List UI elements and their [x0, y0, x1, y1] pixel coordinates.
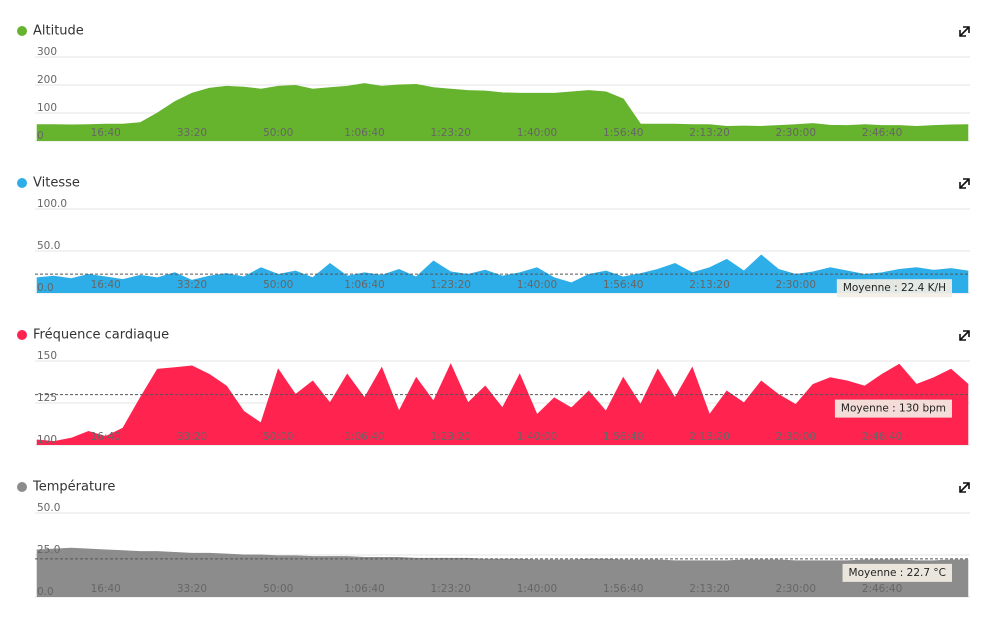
y-tick-label: 50.0: [37, 240, 60, 252]
panel-title: Altitude: [33, 24, 84, 39]
x-tick-label: 2:46:40: [862, 431, 902, 443]
y-tick-label: 25.0: [37, 544, 60, 556]
x-tick-label: 2:13:20: [689, 127, 729, 139]
x-tick-label: 50:00: [263, 583, 293, 595]
x-tick-label: 2:30:00: [776, 583, 816, 595]
x-tick-label: 1:40:00: [517, 431, 557, 443]
average-label: Moyenne : 130 bpm: [841, 403, 946, 415]
x-tick-label: 50:00: [263, 431, 293, 443]
legend-dot: [17, 178, 27, 188]
x-tick-label: 1:56:40: [603, 127, 643, 139]
expand-icon[interactable]: [959, 178, 970, 189]
x-tick-label: 1:23:20: [431, 127, 471, 139]
x-tick-label: 2:30:00: [776, 279, 816, 291]
x-tick-label: 33:20: [177, 279, 207, 291]
panel-title: Fréquence cardiaque: [33, 328, 169, 343]
y-tick-label: 100: [37, 434, 57, 446]
x-tick-label: 1:06:40: [344, 279, 384, 291]
x-tick-label: 2:46:40: [862, 127, 902, 139]
x-tick-label: 2:13:20: [689, 279, 729, 291]
x-tick-label: 33:20: [177, 431, 207, 443]
x-tick-label: 1:40:00: [517, 279, 557, 291]
average-label: Moyenne : 22.4 K/H: [843, 282, 946, 294]
x-tick-label: 1:06:40: [344, 431, 384, 443]
x-tick-label: 2:46:40: [862, 583, 902, 595]
y-tick-label: 125: [37, 392, 57, 404]
y-tick-label: 50.0: [37, 502, 60, 514]
legend-dot: [17, 26, 27, 36]
area-line: [36, 254, 969, 284]
area-fill: [36, 364, 969, 445]
panel-title: Vitesse: [33, 176, 80, 191]
area-line: [36, 363, 969, 443]
x-tick-label: 2:30:00: [776, 431, 816, 443]
y-tick-label: 0.0: [37, 586, 54, 598]
x-tick-label: 1:56:40: [603, 279, 643, 291]
x-tick-label: 33:20: [177, 127, 207, 139]
area-line: [36, 83, 969, 127]
y-tick-label: 200: [37, 74, 57, 86]
panel-title: Température: [32, 480, 115, 495]
y-tick-label: 0.0: [37, 282, 54, 294]
x-tick-label: 1:40:00: [517, 583, 557, 595]
average-label-box: [836, 279, 952, 298]
average-label-box: [834, 399, 952, 418]
expand-icon[interactable]: [959, 330, 970, 341]
average-label: Moyenne : 22.7 °C: [849, 567, 946, 579]
x-tick-label: 2:30:00: [776, 127, 816, 139]
expand-icon[interactable]: [959, 26, 970, 37]
x-tick-label: 2:13:20: [689, 431, 729, 443]
expand-icon[interactable]: [959, 482, 970, 493]
legend-dot: [17, 482, 27, 492]
x-tick-label: 1:23:20: [431, 431, 471, 443]
x-tick-label: 50:00: [263, 127, 293, 139]
x-tick-label: 2:13:20: [689, 583, 729, 595]
average-label-box: [842, 563, 952, 582]
x-tick-label: 1:23:20: [431, 583, 471, 595]
x-tick-label: 1:06:40: [344, 127, 384, 139]
x-tick-label: 1:06:40: [344, 583, 384, 595]
x-tick-label: 33:20: [177, 583, 207, 595]
x-tick-label: 16:40: [91, 583, 121, 595]
x-tick-label: 50:00: [263, 279, 293, 291]
x-tick-label: 1:23:20: [431, 279, 471, 291]
x-tick-label: 1:56:40: [603, 583, 643, 595]
y-tick-label: 300: [37, 46, 57, 58]
y-tick-label: 100.0: [37, 198, 67, 210]
x-tick-label: 1:40:00: [517, 127, 557, 139]
x-tick-label: 1:56:40: [603, 431, 643, 443]
legend-dot: [17, 330, 27, 340]
y-tick-label: 100: [37, 102, 57, 114]
y-tick-label: 0: [37, 130, 44, 142]
x-tick-label: 16:40: [91, 431, 121, 443]
x-tick-label: 16:40: [91, 127, 121, 139]
y-tick-label: 150: [37, 350, 57, 362]
area-fill: [36, 255, 969, 293]
x-tick-label: 16:40: [91, 279, 121, 291]
